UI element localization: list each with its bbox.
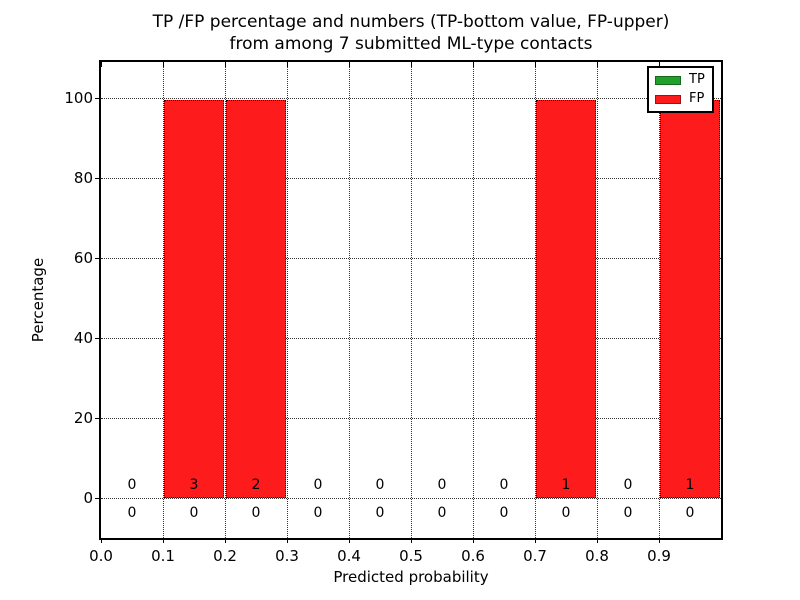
x-tick-label: 0.0 bbox=[89, 547, 113, 565]
tp-count-label: 0 bbox=[499, 505, 509, 521]
tp-count-label: 0 bbox=[437, 505, 447, 521]
tp-swatch-icon bbox=[655, 75, 681, 85]
x-tick-mark bbox=[535, 538, 536, 543]
x-tick-mark bbox=[411, 538, 412, 543]
fp-count-label: 3 bbox=[189, 477, 199, 493]
x-tick-mark-top bbox=[163, 62, 164, 67]
tp-count-label: 0 bbox=[685, 505, 695, 521]
x-tick-mark bbox=[287, 538, 288, 543]
v-gridline bbox=[535, 62, 536, 538]
x-tick-label: 0.8 bbox=[585, 547, 609, 565]
legend-item-fp: FP bbox=[655, 92, 706, 106]
fp-count-label: 0 bbox=[623, 477, 633, 493]
v-gridline bbox=[163, 62, 164, 538]
x-tick-mark-top bbox=[473, 62, 474, 67]
x-tick-mark-top bbox=[349, 62, 350, 67]
x-tick-mark-top bbox=[535, 62, 536, 67]
y-tick-mark bbox=[95, 98, 101, 99]
x-tick-mark bbox=[597, 538, 598, 543]
x-tick-mark-top bbox=[287, 62, 288, 67]
tp-count-label: 0 bbox=[561, 505, 571, 521]
x-tick-mark bbox=[101, 538, 102, 543]
x-tick-mark bbox=[225, 538, 226, 543]
chart-title-line1: TP /FP percentage and numbers (TP-bottom… bbox=[152, 12, 670, 32]
fp-count-label: 0 bbox=[499, 477, 509, 493]
legend-label-tp: TP bbox=[689, 72, 705, 87]
x-tick-mark-top bbox=[225, 62, 226, 67]
fp-count-label: 1 bbox=[685, 477, 695, 493]
fp-count-label: 0 bbox=[375, 477, 385, 493]
fp-count-label: 0 bbox=[127, 477, 137, 493]
x-tick-label: 0.2 bbox=[213, 547, 237, 565]
y-tick-label: 60 bbox=[73, 249, 93, 267]
x-tick-mark bbox=[659, 538, 660, 543]
tp-count-label: 0 bbox=[375, 505, 385, 521]
y-tick-mark bbox=[95, 258, 101, 259]
v-gridline bbox=[287, 62, 288, 538]
v-gridline bbox=[597, 62, 598, 538]
y-tick-mark bbox=[95, 498, 101, 499]
x-tick-label: 0.4 bbox=[337, 547, 361, 565]
y-tick-label: 40 bbox=[73, 329, 93, 347]
x-tick-mark bbox=[349, 538, 350, 543]
chart-title-line2: from among 7 submitted ML-type contacts bbox=[229, 34, 593, 54]
v-gridline bbox=[659, 62, 660, 538]
fp-swatch-icon bbox=[655, 94, 681, 104]
y-tick-label: 0 bbox=[83, 489, 93, 507]
fp-count-label: 0 bbox=[313, 477, 323, 493]
fp-bar bbox=[660, 100, 720, 498]
y-tick-label: 80 bbox=[73, 169, 93, 187]
tp-count-label: 0 bbox=[623, 505, 633, 521]
legend: TP FP bbox=[647, 66, 714, 113]
x-tick-label: 0.3 bbox=[275, 547, 299, 565]
x-tick-label: 0.5 bbox=[399, 547, 423, 565]
x-axis-label: Predicted probability bbox=[333, 568, 489, 586]
x-tick-mark-top bbox=[101, 62, 102, 67]
fp-bar bbox=[536, 100, 596, 498]
x-tick-label: 0.1 bbox=[151, 547, 175, 565]
fp-count-label: 0 bbox=[437, 477, 447, 493]
v-gridline bbox=[473, 62, 474, 538]
tp-count-label: 0 bbox=[189, 505, 199, 521]
fp-count-label: 2 bbox=[251, 477, 261, 493]
y-tick-label: 20 bbox=[73, 409, 93, 427]
x-tick-mark bbox=[473, 538, 474, 543]
x-tick-label: 0.7 bbox=[523, 547, 547, 565]
x-tick-mark bbox=[163, 538, 164, 543]
y-tick-label: 100 bbox=[64, 89, 93, 107]
tp-count-label: 0 bbox=[251, 505, 261, 521]
tp-count-label: 0 bbox=[127, 505, 137, 521]
v-gridline bbox=[411, 62, 412, 538]
x-tick-label: 0.9 bbox=[647, 547, 671, 565]
tp-count-label: 0 bbox=[313, 505, 323, 521]
legend-label-fp: FP bbox=[689, 91, 705, 106]
x-tick-mark-top bbox=[659, 62, 660, 67]
fp-count-label: 1 bbox=[561, 477, 571, 493]
y-tick-mark bbox=[95, 178, 101, 179]
x-tick-mark-top bbox=[411, 62, 412, 67]
chart-title: TP /FP percentage and numbers (TP-bottom… bbox=[22, 11, 800, 55]
legend-item-tp: TP bbox=[655, 73, 706, 87]
x-tick-mark-top bbox=[597, 62, 598, 67]
v-gridline bbox=[225, 62, 226, 538]
fp-bar bbox=[226, 100, 286, 498]
y-tick-mark bbox=[95, 418, 101, 419]
fp-bar bbox=[164, 100, 224, 498]
y-tick-mark bbox=[95, 338, 101, 339]
v-gridline bbox=[349, 62, 350, 538]
x-tick-label: 0.6 bbox=[461, 547, 485, 565]
